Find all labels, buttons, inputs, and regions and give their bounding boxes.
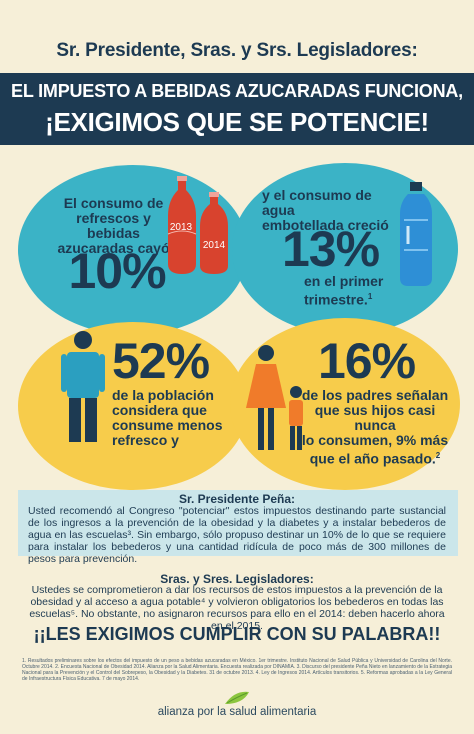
headline-banner: EL IMPUESTO A BEBIDAS AZUCARADAS FUNCION… — [0, 73, 474, 145]
salutation-heading: Sr. Presidente, Sras. y Srs. Legisladore… — [56, 40, 418, 61]
parents-text-line: de los padres señalan — [301, 387, 449, 403]
soda-stat-text: El consumo de refrescos y bebidas azucar… — [56, 196, 171, 256]
parent-child-icon — [246, 345, 303, 450]
population-stat-text: de la población considera que consume me… — [112, 388, 232, 448]
population-text-line: de la población — [112, 387, 214, 403]
water-bottle-icon — [400, 182, 432, 286]
water-text-line: embotellada creció — [262, 217, 389, 233]
man-icon — [61, 331, 105, 442]
parents-text-line: lo consumen, 9% más — [301, 432, 449, 448]
leaf-logo-icon — [225, 691, 249, 704]
parents-stat-value: 16% — [318, 333, 416, 389]
soda-text-line: El consumo de — [63, 195, 164, 211]
population-stat-bubble — [18, 322, 248, 490]
president-section-text: Usted recomendó al Congreso "potenciar" … — [28, 505, 446, 565]
water-subtext-line: en el primer — [304, 273, 384, 289]
president-section-title: Sr. Presidente Peña: — [178, 492, 296, 506]
soda-text-line: azucaradas cayó — [57, 240, 170, 256]
headline-line-2: ¡EXIGIMOS QUE SE POTENCIE! — [45, 107, 429, 137]
bottle-2013-icon — [167, 176, 197, 274]
organization-logo-text: alianza por la salud alimentaria — [157, 706, 317, 718]
footnotes: 1. Resultados preliminares sobre los efe… — [22, 658, 452, 682]
legislators-section-text: Ustedes se comprometieron a dar los recu… — [29, 584, 445, 632]
footnote-marker: 1 — [367, 292, 373, 301]
call-to-action: ¡¡LES EXIGIMOS CUMPLIR CON SU PALABRA!! — [33, 624, 441, 644]
president-section-box — [18, 490, 458, 556]
soda-bottles-icon — [167, 176, 228, 274]
population-text-line: consume menos — [112, 417, 223, 433]
parents-text-line: que sus hijos casi nunca — [314, 402, 436, 433]
legislators-section-title: Sras. y Sres. Legisladores: — [160, 572, 314, 586]
headline-line-1: EL IMPUESTO A BEBIDAS AZUCARADAS FUNCION… — [11, 81, 463, 101]
parents-text-line: que el año pasado. — [309, 450, 436, 467]
population-text-line: considera que — [112, 402, 207, 418]
population-text-line: refresco y — [112, 432, 179, 448]
footnote-marker: 2 — [435, 451, 441, 460]
water-stat-subtext: en el primer trimestre.1 — [304, 274, 394, 308]
population-stat-value: 52% — [112, 333, 210, 389]
bottle-2013-label: 2013 — [169, 222, 193, 233]
bottle-2014-label: 2014 — [202, 240, 226, 251]
soda-text-line: refrescos y bebidas — [76, 210, 151, 241]
water-subtext-line: trimestre. — [304, 291, 368, 308]
water-stat-value: 13% — [282, 221, 380, 277]
parents-stat-text: de los padres señalan que sus hijos casi… — [300, 388, 450, 467]
bottle-2014-icon — [200, 192, 228, 274]
water-stat-text: y el consumo de agua embotellada creció — [262, 188, 402, 233]
soda-stat-value: 10% — [68, 243, 166, 299]
water-text-line: y el consumo de agua — [262, 187, 372, 218]
